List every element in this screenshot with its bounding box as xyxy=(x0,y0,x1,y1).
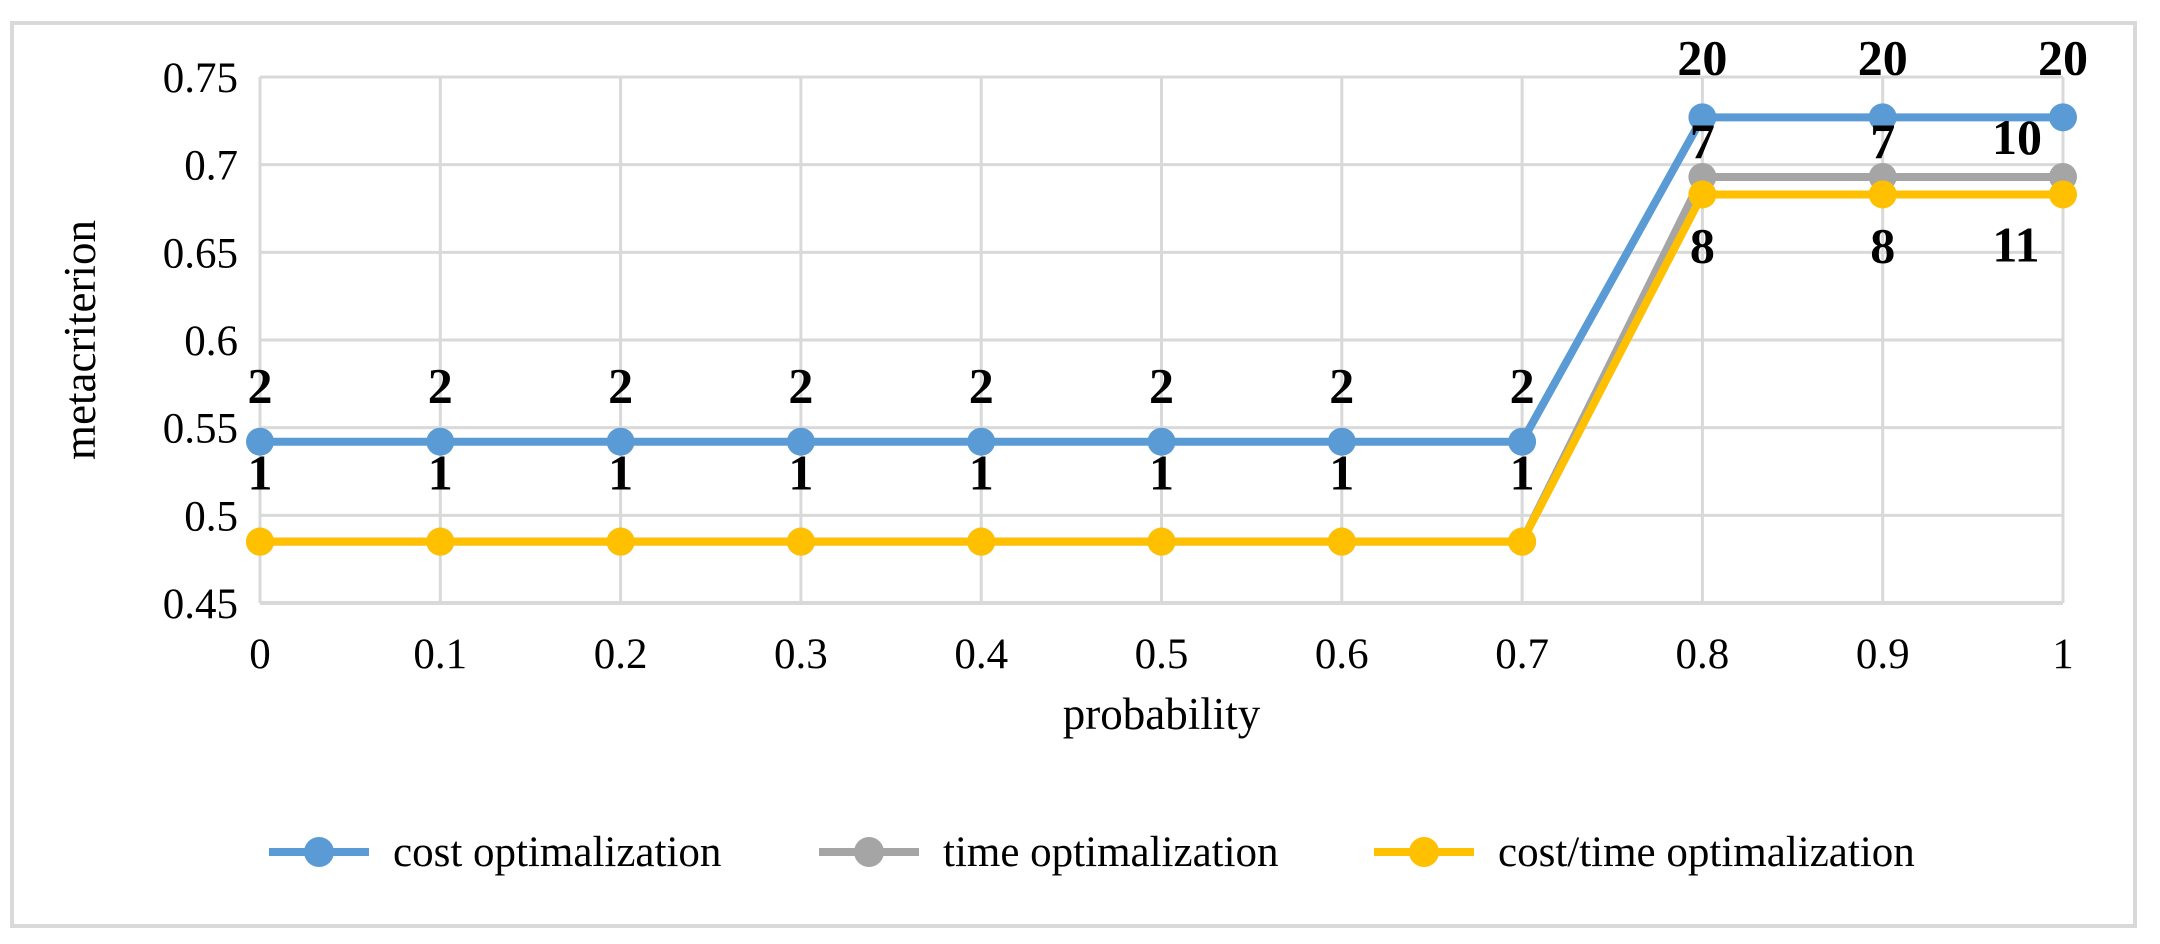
data-label: 11 xyxy=(1992,216,2039,272)
data-point-marker xyxy=(1508,527,1537,556)
data-point-marker xyxy=(1688,103,1717,132)
data-label: 2 xyxy=(248,358,273,414)
data-label: 2 xyxy=(1329,358,1354,414)
data-label: 2 xyxy=(1149,358,1174,414)
x-axis-tick-label: 0.7 xyxy=(1495,631,1549,678)
data-point-marker xyxy=(606,527,635,556)
data-label: 8 xyxy=(1870,217,1895,273)
data-point-marker xyxy=(786,527,815,556)
x-axis-tick-label: 0.6 xyxy=(1315,631,1369,678)
data-label: 1 xyxy=(1510,445,1535,501)
x-axis-tick-label: 0.3 xyxy=(774,631,828,678)
x-axis-tick-label: 0.5 xyxy=(1135,631,1189,678)
data-point-marker xyxy=(1508,427,1537,456)
data-label: 2 xyxy=(788,358,813,414)
data-label: 7 xyxy=(1690,113,1715,169)
data-point-marker xyxy=(1688,180,1717,209)
figure-border xyxy=(10,21,2137,928)
x-axis-tick-label: 0.4 xyxy=(954,631,1008,678)
y-axis-tick-label: 0.75 xyxy=(163,55,238,102)
data-point-marker xyxy=(2049,103,2077,132)
data-label: 2 xyxy=(1510,358,1535,414)
data-point-marker xyxy=(246,527,274,556)
y-axis-tick-label: 0.6 xyxy=(184,318,238,365)
y-axis-tick-label: 0.5 xyxy=(184,493,238,540)
data-label: 2 xyxy=(608,358,633,414)
data-label: 8 xyxy=(1690,217,1715,273)
data-point-marker xyxy=(1868,180,1897,209)
y-axis-tick-label: 0.7 xyxy=(184,143,238,190)
data-label: 7 xyxy=(1870,113,1895,169)
data-label: 10 xyxy=(1992,109,2042,165)
data-point-marker xyxy=(426,527,455,556)
data-point-marker xyxy=(967,427,996,456)
data-point-marker xyxy=(1147,527,1176,556)
data-label: 2 xyxy=(969,358,994,414)
x-axis-title: probability xyxy=(1063,689,1261,739)
x-axis-tick-label: 0.8 xyxy=(1676,631,1730,678)
data-label: 1 xyxy=(428,445,453,501)
data-point-marker xyxy=(1327,427,1356,456)
data-label: 20 xyxy=(1858,29,1908,85)
data-label: 20 xyxy=(2038,29,2088,85)
data-point-marker xyxy=(426,427,455,456)
data-label: 20 xyxy=(1677,29,1727,85)
x-axis-tick-label: 0.2 xyxy=(594,631,648,678)
data-point-marker xyxy=(246,427,274,456)
data-point-marker xyxy=(786,427,815,456)
data-label: 1 xyxy=(1329,445,1354,501)
data-label: 2 xyxy=(428,358,453,414)
data-label: 1 xyxy=(248,445,273,501)
data-label: 1 xyxy=(788,445,813,501)
data-label: 1 xyxy=(1149,445,1174,501)
data-label: 1 xyxy=(608,445,633,501)
data-point-marker xyxy=(1147,427,1176,456)
y-axis-tick-label: 0.55 xyxy=(163,406,238,453)
data-point-marker xyxy=(606,427,635,456)
y-axis-title: metacriterion xyxy=(55,220,105,460)
x-axis-tick-label: 0 xyxy=(249,631,271,678)
y-axis-tick-label: 0.45 xyxy=(163,581,238,628)
data-point-marker xyxy=(1327,527,1356,556)
data-point-marker xyxy=(2049,180,2077,209)
x-axis-tick-label: 0.9 xyxy=(1856,631,1910,678)
x-axis-tick-label: 1 xyxy=(2052,631,2074,678)
y-axis-tick-label: 0.65 xyxy=(163,230,238,277)
data-point-marker xyxy=(1868,103,1897,132)
data-point-marker xyxy=(967,527,996,556)
data-label: 1 xyxy=(969,445,994,501)
x-axis-tick-label: 0.1 xyxy=(413,631,467,678)
